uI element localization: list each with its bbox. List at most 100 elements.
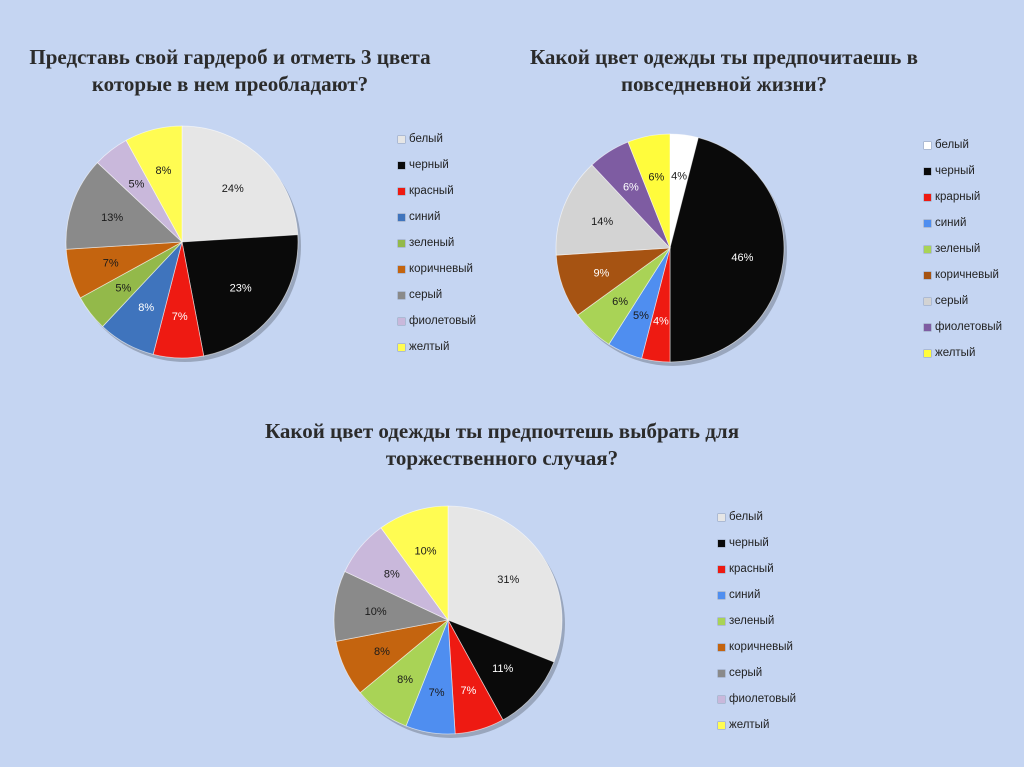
legend-label: черный [935,165,975,177]
data-label-5: 5% [115,283,131,295]
pie-slice-9 [125,125,183,243]
legend-swatch [718,721,725,729]
legend-item-1: белый [924,132,1002,158]
legend-swatch [718,565,725,573]
data-label-9: 6% [648,171,664,183]
data-label-8: 6% [623,181,639,193]
legend-item-2: черный [924,158,1002,184]
legend-item-4: синий [924,210,1002,236]
data-label-3: 7% [460,685,476,697]
legend-swatch [398,343,405,351]
legend-item-5: зеленый [398,230,476,256]
legend-swatch [718,539,725,547]
legend-item-4: синий [718,582,796,608]
legend-swatch [924,141,931,149]
legend-swatch [398,135,405,143]
legend-label: синий [729,589,761,601]
legend-swatch [924,323,931,331]
legend-swatch [398,213,405,221]
legend-label: крарный [935,191,981,203]
legend-item-8: фиолетовый [924,314,1002,340]
data-label-2: 46% [731,252,753,264]
legend-swatch [718,669,725,677]
legend-swatch [924,167,931,175]
data-label-7: 10% [365,606,387,618]
legend-item-3: красный [398,178,476,204]
legend-label: желтый [409,341,450,353]
legend-label: синий [409,211,441,223]
legend-swatch [398,317,405,325]
legend-item-1: белый [398,126,476,152]
legend-swatch [718,591,725,599]
legend-item-9: желтый [924,340,1002,366]
legend-swatch [924,271,931,279]
data-label-4: 8% [138,302,154,314]
legend-1: белый черный красный синий зеленый коричневый… [398,126,476,360]
legend-swatch [398,187,405,195]
legend-item-5: зеленый [924,236,1002,262]
chart-1-title: Представь свой гардероб и отметь 3 цвета… [29,45,431,96]
legend-swatch [398,161,405,169]
legend-label: фиолетовый [935,321,1003,333]
legend-label: желтый [935,347,976,359]
data-label-6: 8% [374,646,390,658]
legend-swatch [718,513,725,521]
data-label-7: 14% [591,216,613,228]
data-label-5: 8% [397,674,413,686]
legend-swatch [924,349,931,357]
legend-label: коричневый [409,263,473,275]
legend-label: зеленый [409,237,455,249]
pie-slice-2 [447,619,555,721]
legend-item-8: фиолетовый [718,686,796,712]
legend-label: коричневый [729,641,793,653]
legend-label: фиолетовый [409,315,477,327]
legend-label: белый [729,511,763,523]
data-label-8: 8% [384,569,400,581]
data-label-2: 23% [230,283,252,295]
legend-label: белый [935,139,969,151]
data-label-6: 9% [593,268,609,280]
legend-label: белый [409,133,443,145]
legend-item-5: зеленый [718,608,796,634]
pie-slice-1 [447,505,563,663]
legend-label: серый [935,295,969,307]
data-label-1: 4% [671,171,687,183]
data-label-7: 13% [101,212,123,224]
data-label-8: 5% [129,178,145,190]
pie-slice-9 [380,505,449,622]
legend-label: зеленый [729,615,775,627]
legend-label: красный [729,563,774,575]
pie-slice-1 [181,125,299,243]
legend-label: черный [409,159,449,171]
data-label-3: 4% [653,315,669,327]
legend-item-3: крарный [924,184,1002,210]
data-label-1: 24% [222,183,244,195]
legend-swatch [924,297,931,305]
legend-label: черный [729,537,769,549]
legend-swatch [924,219,931,227]
legend-item-3: красный [718,556,796,582]
legend-label: серый [409,289,443,301]
legend-label: красный [409,185,454,197]
legend-label: фиолетовый [729,693,797,705]
legend-item-4: синий [398,204,476,230]
legend-item-9: желтый [718,712,796,738]
pie-slice-2 [181,234,299,357]
legend-swatch [718,617,725,625]
legend-swatch [718,643,725,651]
data-label-2: 11% [492,663,513,675]
legend-label: коричневый [935,269,999,281]
data-label-1: 31% [497,574,519,586]
legend-item-6: коричневый [924,262,1002,288]
legend-label: желтый [729,719,770,731]
legend-swatch [398,291,405,299]
pie-slice-9 [627,133,671,249]
legend-swatch [398,265,405,273]
data-label-3: 7% [172,311,188,323]
chart-2-title: Какой цвет одежды ты предпочитаешь в пов… [529,45,918,96]
legend-item-7: серый [398,282,476,308]
pie-slice-7 [333,570,450,642]
legend-swatch [718,695,725,703]
pie-slice-7 [555,164,671,256]
